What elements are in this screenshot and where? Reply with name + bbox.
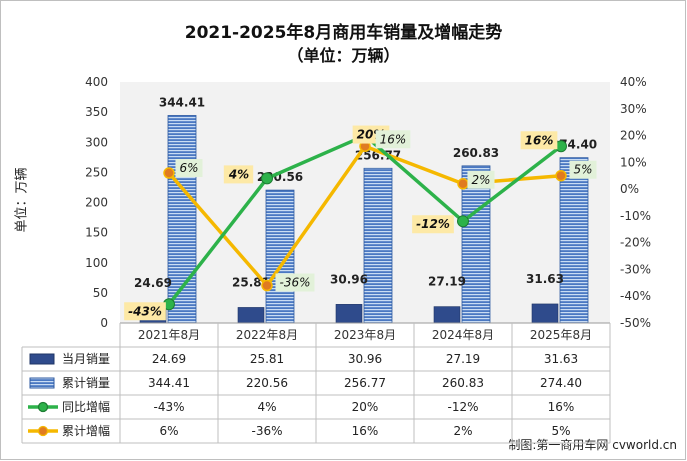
cumulative-value-label: 260.83 <box>453 146 499 160</box>
y2-tick-label: 10% <box>620 155 647 169</box>
yoy-growth-label-box <box>520 131 558 150</box>
chart-title: 2021-2025年8月商用车销量及增幅走势 <box>184 23 503 43</box>
legend-key-marker <box>37 425 49 437</box>
y-tick-label: 100 <box>85 256 108 270</box>
legend-label: 当月销量 <box>62 352 110 366</box>
cumulative-growth-point <box>163 167 175 179</box>
bar-cumulative-sales <box>559 157 589 324</box>
x-tick-label: 2024年8月 <box>432 328 494 342</box>
cumulative-value-label: 344.41 <box>159 95 205 109</box>
cumulative-growth-label: 5% <box>573 163 592 177</box>
y-tick-label: 200 <box>85 196 108 210</box>
y2-tick-label: 0% <box>620 182 639 196</box>
table-cell: 30.96 <box>348 352 382 366</box>
cumulative-growth-point <box>261 279 273 292</box>
table-cell: 5% <box>551 424 570 438</box>
table-cell: 2% <box>453 424 472 438</box>
table-cell: 31.63 <box>544 352 578 366</box>
y-tick-label: 0 <box>100 316 108 330</box>
y-tick-label: 50 <box>93 286 108 300</box>
monthly-value-label: 27.19 <box>428 275 466 289</box>
table-cell: -43% <box>153 400 184 414</box>
legend-key-cumulative <box>29 377 55 389</box>
monthly-value-label: 31.63 <box>526 272 564 286</box>
table-cell: 344.41 <box>148 376 190 390</box>
table-cell: -36% <box>251 424 282 438</box>
table-cell: 256.77 <box>344 376 386 390</box>
legend-label: 累计增幅 <box>62 423 110 438</box>
y-tick-label: 400 <box>85 75 108 89</box>
table-cell: 16% <box>352 424 379 438</box>
cumulative-growth-point <box>555 169 567 182</box>
legend-key-marker <box>37 401 49 413</box>
cumulative-growth-point <box>457 178 469 190</box>
y-tick-label: 150 <box>85 226 108 240</box>
yoy-growth-point <box>261 172 273 185</box>
y2-tick-label: -30% <box>620 262 651 276</box>
y-tick-label: 300 <box>85 135 108 149</box>
cumulative-growth-label-box <box>467 170 495 189</box>
y-tick-label: 350 <box>85 105 108 119</box>
x-tick-label: 2023年8月 <box>334 328 396 342</box>
bar-monthly-sales <box>433 306 461 324</box>
yoy-growth-label-box <box>223 165 254 184</box>
legend-label: 累计销量 <box>62 376 110 390</box>
cumulative-growth-label-box <box>275 273 315 292</box>
y-tick-label: 250 <box>85 165 108 179</box>
cumulative-growth-label: -36% <box>279 276 310 290</box>
legend-key-monthly <box>29 353 55 365</box>
table-cell: 20% <box>352 400 379 414</box>
yoy-growth-label: 16% <box>525 133 554 147</box>
table-cell: -12% <box>447 400 478 414</box>
cumulative-growth-label: 6% <box>179 161 198 175</box>
y2-tick-label: -40% <box>620 289 651 303</box>
bar-monthly-sales <box>237 307 265 324</box>
table-cell: 25.81 <box>250 352 284 366</box>
bar-cumulative-sales <box>265 189 295 324</box>
x-tick-label: 2022年8月 <box>236 328 298 342</box>
bar-monthly-sales <box>531 303 559 324</box>
bar-cumulative-sales <box>461 165 491 324</box>
table-cell: 27.19 <box>446 352 480 366</box>
bar-monthly-sales <box>335 304 363 324</box>
table-cell: 220.56 <box>246 376 288 390</box>
source-credit: 制图:第一商用车网 cvworld.cn <box>508 438 677 452</box>
cumulative-growth-label-box <box>375 130 411 149</box>
yoy-growth-label-box <box>412 215 454 234</box>
monthly-value-label: 30.96 <box>330 272 368 286</box>
table-cell: 4% <box>257 400 276 414</box>
y2-tick-label: 20% <box>620 129 647 143</box>
yoy-growth-label: -43% <box>128 304 162 318</box>
x-tick-label: 2021年8月 <box>138 328 200 342</box>
y2-tick-label: -20% <box>620 236 651 250</box>
y2-tick-label: 40% <box>620 75 647 89</box>
cumulative-growth-label: 2% <box>471 173 490 187</box>
table-cell: 274.40 <box>540 376 582 390</box>
y2-tick-label: -10% <box>620 209 651 223</box>
table-cell: 16% <box>548 400 575 414</box>
bar-cumulative-sales <box>363 167 393 324</box>
monthly-value-label: 24.69 <box>134 276 172 290</box>
cumulative-growth-label-box <box>175 159 203 178</box>
yoy-growth-label: 4% <box>228 167 249 181</box>
y2-tick-label: -50% <box>620 316 651 330</box>
table-cell: 24.69 <box>152 352 186 366</box>
legend-label: 同比增幅 <box>62 399 110 414</box>
chart-subtitle: （单位：万辆） <box>287 46 400 65</box>
table-cell: 260.83 <box>442 376 484 390</box>
y2-tick-label: 30% <box>620 102 647 116</box>
bar-cumulative-sales <box>167 115 197 324</box>
yoy-growth-label: -12% <box>416 217 450 231</box>
table-cell: 6% <box>159 424 178 438</box>
yoy-growth-label-box <box>124 302 166 321</box>
cumulative-growth-label-box <box>569 160 597 179</box>
yoy-growth-point <box>457 215 469 228</box>
x-tick-label: 2025年8月 <box>530 328 592 342</box>
cumulative-growth-label: 16% <box>380 132 407 146</box>
